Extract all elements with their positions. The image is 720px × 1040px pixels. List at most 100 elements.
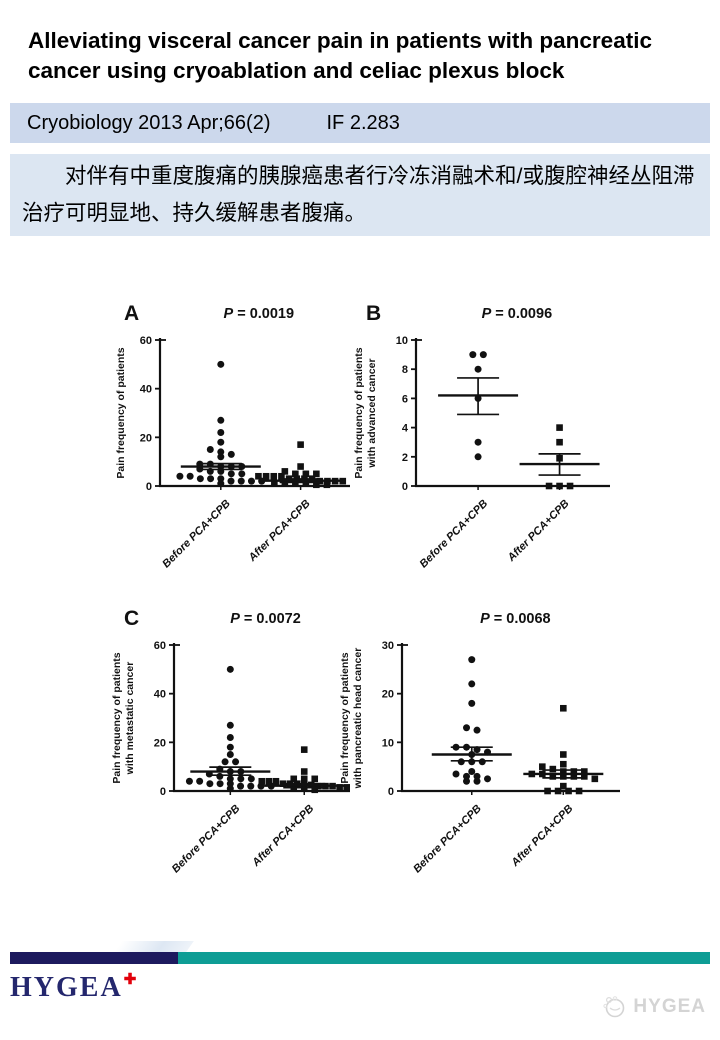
scatter-plot-a: 0 20 40 60A P = 0.0019 Pain frequency of patie… (115, 302, 350, 571)
p-value: P = 0.0096 (482, 306, 553, 322)
data-point (473, 726, 481, 734)
y-tick-label: 60 (154, 640, 166, 652)
bar-navy-segment (10, 952, 178, 964)
data-point (196, 475, 204, 483)
journal-citation: Cryobiology 2013 Apr;66(2) (27, 111, 271, 134)
y-axis-label: with advanced cancer (366, 358, 378, 468)
chart-panel-a: 0 20 40 60 A P = 0.0019 Pain frequency of patie… (108, 294, 358, 594)
watermark-text: HYGEA (633, 996, 706, 1017)
data-point (176, 472, 184, 480)
data-point (473, 772, 481, 780)
y-tick-label: 60 (140, 335, 152, 347)
x-category-label: Before PCA+CPB (160, 498, 233, 571)
data-point (300, 768, 308, 775)
p-value: P = 0.0068 (480, 611, 551, 627)
data-point (566, 482, 574, 490)
data-point (247, 775, 255, 783)
y-axis-label: Pain frequency of patients (115, 347, 127, 478)
data-point (300, 775, 308, 783)
data-point (217, 416, 225, 424)
data-point (217, 360, 225, 368)
data-point (226, 743, 234, 751)
data-point (227, 450, 235, 458)
y-tick-label: 0 (160, 786, 166, 798)
data-point (575, 787, 583, 795)
data-point (478, 758, 486, 766)
data-point (300, 746, 308, 753)
data-point (457, 758, 465, 766)
data-point (281, 468, 289, 475)
x-category-label: After PCA+CPB (249, 803, 316, 870)
y-tick-label: 20 (382, 689, 394, 701)
y-tick-label: 40 (140, 384, 152, 396)
data-point (311, 786, 319, 794)
panel-label: A (124, 302, 139, 325)
data-point (217, 475, 225, 483)
data-point (227, 477, 235, 485)
page-title: Alleviating visceral cancer pain in pati… (28, 26, 698, 86)
data-point (255, 472, 262, 480)
data-point (570, 768, 578, 775)
data-point (302, 480, 310, 487)
data-point (217, 453, 225, 461)
x-category-label: After PCA+CPB (509, 803, 576, 870)
data-point (545, 482, 553, 490)
data-point (479, 351, 487, 359)
data-point (474, 438, 482, 446)
data-point (549, 773, 557, 780)
data-point (262, 472, 270, 480)
y-tick-label: 40 (154, 689, 166, 701)
data-point (216, 780, 224, 788)
data-point (554, 787, 562, 795)
data-point (217, 448, 225, 456)
data-point (186, 472, 194, 480)
data-point (473, 777, 481, 785)
y-tick-label: 20 (154, 737, 166, 749)
data-point (232, 758, 240, 766)
data-point (565, 787, 572, 795)
watermark-logo-icon (603, 996, 625, 1018)
y-axis-label: Pain frequency of patients (353, 347, 365, 478)
data-point (313, 470, 320, 478)
hygea-logo-text: HYGEA (10, 972, 123, 1003)
data-point (279, 780, 287, 787)
data-point (463, 772, 471, 780)
data-point (206, 780, 214, 788)
y-tick-label: 8 (402, 364, 408, 376)
data-point (313, 481, 320, 489)
red-cross-icon: ✚ (123, 972, 137, 988)
data-point (237, 782, 245, 790)
data-point (238, 470, 246, 478)
data-point (270, 472, 278, 480)
bar-teal-segment (178, 952, 710, 964)
data-point (484, 775, 492, 783)
data-point (549, 765, 557, 773)
data-point (560, 760, 567, 768)
footer-divider-bar (10, 952, 710, 964)
data-point (226, 780, 234, 788)
data-point (581, 773, 588, 780)
data-point (539, 763, 546, 770)
data-point (227, 470, 235, 478)
data-point (311, 775, 319, 783)
y-tick-label: 6 (402, 393, 408, 405)
data-point (247, 782, 255, 790)
data-point (226, 775, 234, 783)
figure-panel-grid: 0 20 40 60 A P = 0.0019 Pain frequency of patie… (0, 280, 720, 900)
data-point (474, 453, 482, 461)
data-point (207, 475, 215, 483)
data-point (281, 480, 289, 487)
data-point (560, 704, 567, 712)
y-tick-label: 0 (146, 481, 152, 493)
data-point (343, 784, 351, 791)
data-point (217, 428, 225, 436)
data-point (560, 751, 567, 758)
data-point (469, 351, 477, 359)
summary-box: 对伴有中重度腹痛的胰腺癌患者行冷冻消融术和/或腹腔神经丛阻滞治疗可明显地、持久缓… (10, 154, 710, 236)
data-point (544, 787, 551, 795)
data-point (468, 699, 476, 707)
data-point (290, 775, 298, 783)
chart-panel-c: 0 20 40 60 C P = 0.0072 Pain frequency of patie… (108, 599, 358, 899)
x-category-label: Before PCA+CPB (418, 498, 491, 571)
